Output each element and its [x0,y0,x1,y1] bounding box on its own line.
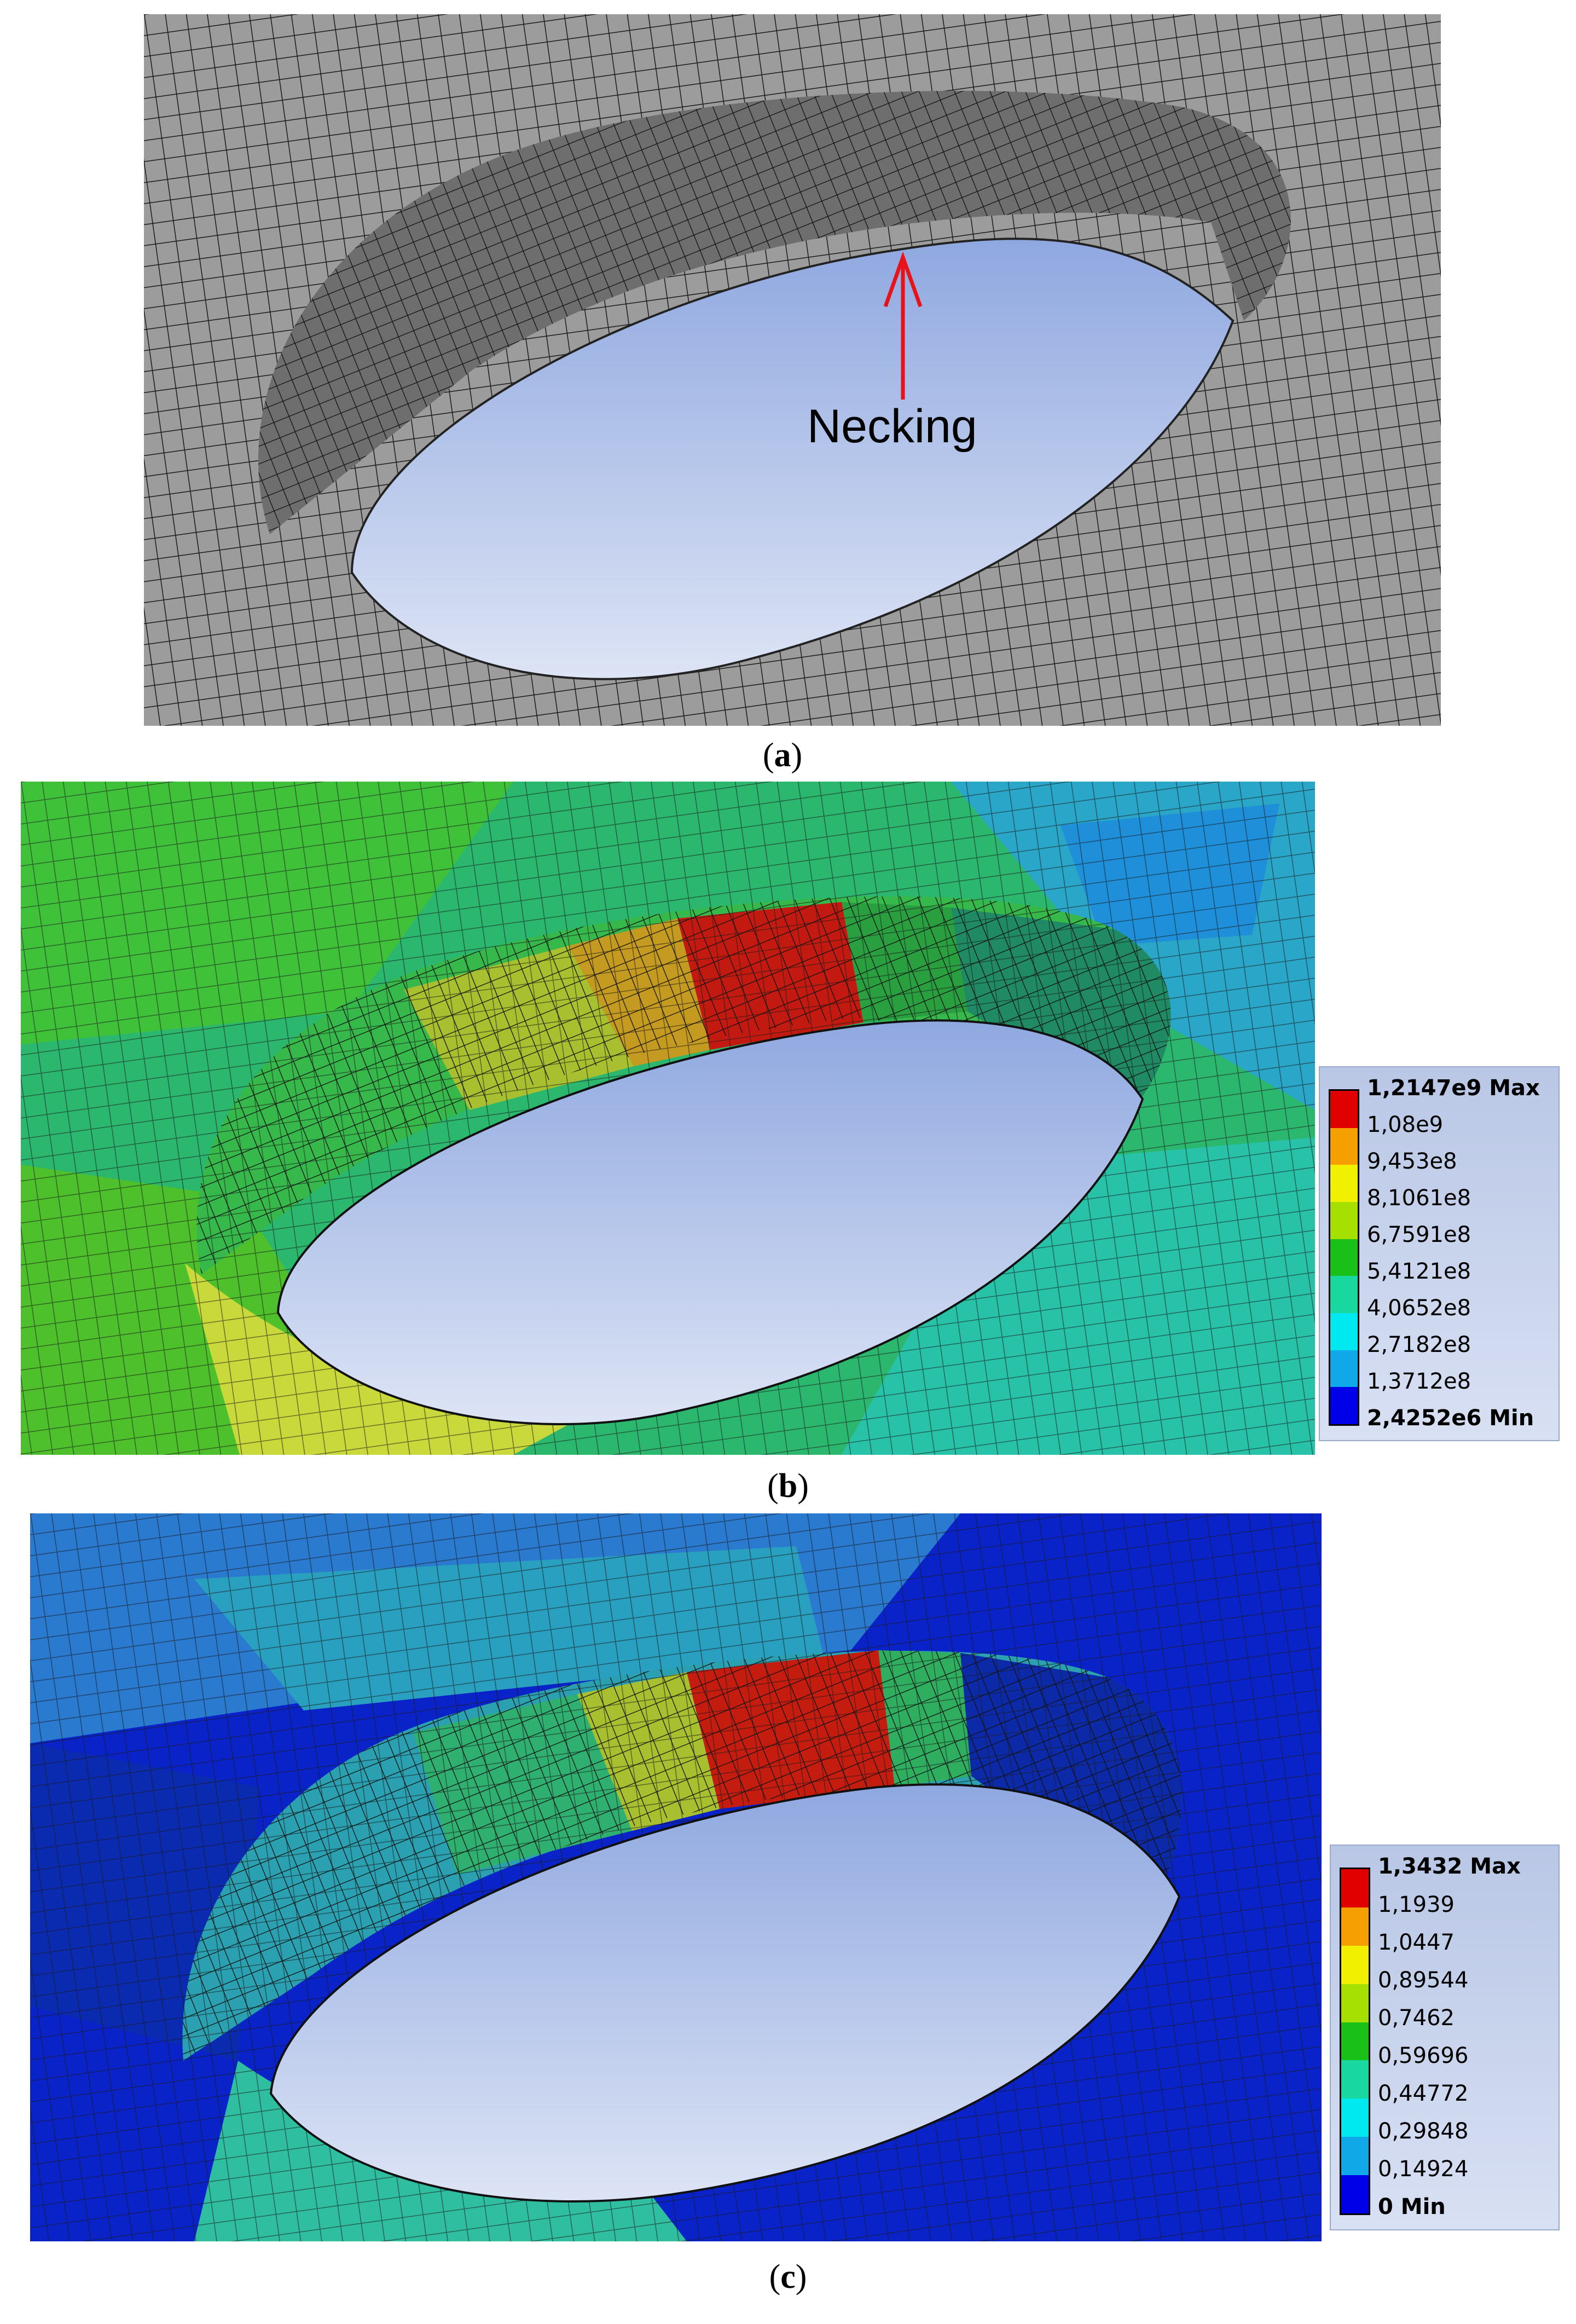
hole-opening [269,1783,1181,2203]
hole-opening [276,1019,1144,1426]
legend-b-tick: 8,1061e8 [1367,1186,1471,1211]
caption-a: (a) [762,737,803,774]
necking-arrow [883,251,923,400]
panel-a-mesh-view [144,14,1441,726]
legend-b-swatch [1330,1201,1358,1239]
legend-c-swatch [1341,2060,1369,2099]
legend-c-swatch [1341,2137,1369,2176]
legend-c-swatch [1341,2098,1369,2137]
legend-b-swatch [1330,1313,1358,1350]
legend-c-swatch [1341,1984,1369,2022]
hole-opening [350,238,1235,680]
legend-b: 1,2147e9 Max 1,08e9 9,453e8 8,1061e8 6,7… [1319,1066,1560,1441]
legend-c-swatch [1341,1907,1369,1946]
legend-c-tick: 0,14924 [1378,2157,1469,2182]
legend-b-tick: 1,08e9 [1367,1112,1444,1137]
legend-c-max: 1,3432 Max [1378,1854,1521,1879]
caption-b: (b) [767,1467,809,1505]
panel-c-strain-plot [30,1513,1322,2241]
legend-c-tick: 0,59696 [1378,2043,1469,2068]
legend-c-tick: 0,29848 [1378,2119,1469,2144]
caption-c: (c) [769,2258,807,2296]
legend-b-tick: 9,453e8 [1367,1149,1457,1174]
legend-b-swatch [1330,1239,1358,1276]
legend-c-tick: 0,7462 [1378,2005,1455,2031]
legend-c-tick: 0,89544 [1378,1968,1469,1993]
legend-c-tick: 1,1939 [1378,1892,1455,1917]
legend-b-min: 2,4252e6 Min [1367,1406,1534,1431]
legend-b-swatch [1330,1165,1358,1202]
legend-c-colorbar [1340,1868,1370,2215]
legend-b-tick: 4,0652e8 [1367,1296,1471,1321]
legend-b-swatch [1330,1350,1358,1388]
legend-b-swatch [1330,1387,1358,1424]
legend-b-swatch [1330,1276,1358,1313]
legend-c-swatch [1341,1945,1369,1984]
panel-b-stress-plot [21,782,1315,1455]
legend-c: 1,3432 Max 1,1939 1,0447 0,89544 0,7462 … [1330,1845,1560,2230]
legend-b-tick: 2,7182e8 [1367,1332,1471,1357]
legend-c-tick: 0,44772 [1378,2081,1469,2106]
legend-c-swatch [1341,2175,1369,2213]
legend-c-swatch [1341,2022,1369,2061]
legend-b-swatch [1330,1128,1358,1165]
legend-c-min: 0 Min [1378,2194,1446,2219]
legend-c-swatch [1341,1869,1369,1907]
legend-b-max: 1,2147e9 Max [1367,1076,1540,1101]
legend-b-tick: 6,7591e8 [1367,1222,1471,1247]
legend-b-colorbar [1329,1089,1359,1426]
legend-b-tick: 1,3712e8 [1367,1369,1471,1394]
legend-b-swatch [1330,1091,1358,1128]
necking-label: Necking [807,400,977,453]
legend-b-tick: 5,4121e8 [1367,1259,1471,1284]
legend-c-tick: 1,0447 [1378,1930,1455,1955]
